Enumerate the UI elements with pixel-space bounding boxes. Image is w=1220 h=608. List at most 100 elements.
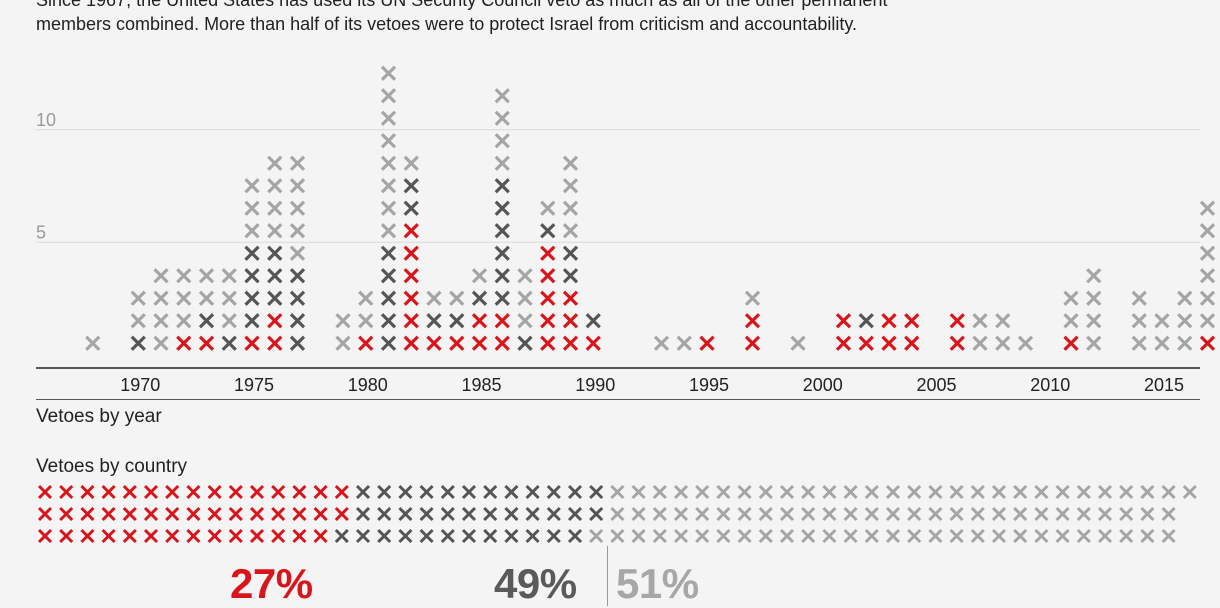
x-tick-label: 2010 bbox=[1030, 375, 1070, 395]
veto-mark-1983-israel bbox=[426, 335, 442, 351]
country-veto-mark-2 bbox=[885, 484, 901, 500]
country-veto-mark-2 bbox=[631, 528, 646, 544]
veto-mark-1976-others bbox=[267, 223, 283, 239]
veto-mark-1981-others bbox=[380, 178, 397, 194]
country-veto-mark-0 bbox=[122, 484, 137, 500]
country-veto-mark-2 bbox=[885, 528, 901, 544]
veto-mark-1976-others bbox=[267, 155, 283, 171]
country-veto-mark-2 bbox=[673, 484, 689, 500]
country-veto-mark-2 bbox=[928, 528, 943, 544]
country-veto-mark-1 bbox=[504, 528, 519, 544]
veto-mark-1987-others bbox=[517, 268, 533, 284]
country-veto-mark-2 bbox=[991, 506, 1007, 522]
veto-mark-2016-others bbox=[1177, 313, 1193, 329]
veto-mark-1981-us_other bbox=[380, 245, 397, 261]
country-veto-mark-0 bbox=[249, 528, 265, 544]
veto-mark-1981-others bbox=[380, 200, 397, 216]
veto-mark-1976-israel bbox=[267, 313, 283, 329]
country-veto-mark-2 bbox=[1013, 506, 1028, 522]
country-veto-mark-1 bbox=[377, 506, 392, 522]
veto-mark-1986-others bbox=[494, 88, 510, 104]
veto-mark-2008-others bbox=[995, 335, 1011, 351]
country-veto-mark-0 bbox=[37, 484, 53, 500]
country-veto-mark-0 bbox=[292, 506, 307, 522]
veto-mark-1970-us_other bbox=[130, 335, 146, 351]
veto-mark-1983-us_other bbox=[426, 313, 442, 329]
country-veto-mark-0 bbox=[59, 484, 74, 500]
veto-mark-1989-us_other bbox=[562, 268, 579, 284]
veto-mark-1990-us_other bbox=[585, 313, 601, 329]
country-veto-mark-0 bbox=[186, 528, 201, 544]
veto-mark-1973-israel bbox=[198, 335, 215, 351]
veto-mark-2009-others bbox=[1017, 335, 1034, 351]
country-veto-mark-0 bbox=[313, 528, 328, 544]
veto-mark-2017-others bbox=[1199, 245, 1216, 261]
country-veto-mark-0 bbox=[59, 506, 74, 522]
country-veto-mark-1 bbox=[398, 484, 413, 500]
veto-mark-1977-us_other bbox=[289, 290, 306, 306]
country-veto-mark-2 bbox=[949, 484, 964, 500]
country-veto-mark-2 bbox=[801, 506, 816, 522]
vetoes-by-country-chart bbox=[37, 484, 1197, 544]
x-tick-label: 1990 bbox=[575, 375, 615, 395]
veto-mark-2007-others bbox=[972, 335, 988, 351]
veto-mark-1977-us_other bbox=[289, 335, 306, 351]
veto-mark-1970-others bbox=[130, 290, 146, 306]
country-veto-mark-0 bbox=[143, 506, 159, 522]
veto-mark-1988-israel bbox=[540, 268, 556, 284]
veto-mark-1982-us_other bbox=[403, 200, 419, 216]
country-veto-mark-2 bbox=[1055, 506, 1070, 522]
veto-mark-2017-israel bbox=[1199, 335, 1216, 351]
x-tick-label: 1995 bbox=[689, 375, 729, 395]
veto-mark-2012-others bbox=[1086, 268, 1102, 284]
veto-mark-1999-others bbox=[790, 335, 806, 351]
veto-mark-1981-others bbox=[380, 88, 397, 104]
country-veto-mark-2 bbox=[652, 484, 667, 500]
vetoes-by-country-label: Vetoes by country bbox=[36, 456, 188, 477]
country-veto-mark-0 bbox=[165, 484, 180, 500]
country-veto-mark-2 bbox=[843, 506, 858, 522]
x-tick-label: 1975 bbox=[234, 375, 274, 395]
veto-mark-1977-us_other bbox=[289, 313, 306, 329]
veto-mark-1982-us_other bbox=[403, 178, 419, 194]
country-veto-mark-1 bbox=[461, 528, 477, 544]
veto-mark-2006-israel bbox=[949, 313, 965, 329]
country-veto-mark-2 bbox=[928, 506, 943, 522]
country-veto-mark-2 bbox=[1140, 506, 1155, 522]
country-veto-mark-2 bbox=[652, 506, 667, 522]
intro-line-1: Since 1967, the United States has used i… bbox=[36, 0, 888, 10]
veto-mark-2016-others bbox=[1177, 335, 1193, 351]
veto-mark-1986-others bbox=[494, 133, 510, 149]
veto-mark-1985-israel bbox=[471, 313, 488, 329]
veto-mark-2017-others bbox=[1199, 200, 1216, 216]
veto-mark-1989-others bbox=[562, 155, 579, 171]
country-veto-mark-0 bbox=[122, 506, 137, 522]
veto-mark-1971-others bbox=[153, 268, 169, 284]
country-veto-mark-2 bbox=[779, 506, 795, 522]
veto-mark-1985-us_other bbox=[471, 290, 488, 306]
veto-mark-1977-others bbox=[289, 200, 306, 216]
veto-mark-1973-others bbox=[198, 268, 215, 284]
country-veto-mark-2 bbox=[716, 528, 731, 544]
country-veto-mark-1 bbox=[483, 506, 498, 522]
country-veto-mark-1 bbox=[377, 528, 392, 544]
veto-mark-1985-israel bbox=[471, 335, 488, 351]
others-share-percent: 51% bbox=[616, 560, 699, 607]
veto-mark-2002-us_other bbox=[858, 313, 874, 329]
veto-mark-1980-israel bbox=[358, 335, 374, 351]
x-tick-label: 2005 bbox=[916, 375, 956, 395]
veto-mark-1986-us_other bbox=[494, 268, 510, 284]
veto-mark-2001-israel bbox=[835, 313, 852, 329]
veto-mark-1982-israel bbox=[403, 335, 419, 351]
country-veto-mark-1 bbox=[525, 506, 540, 522]
veto-mark-1981-us_other bbox=[380, 335, 397, 351]
veto-mark-1984-others bbox=[449, 290, 465, 306]
x-tick-label: 2000 bbox=[803, 375, 843, 395]
vetoes-by-year-chart: 5 10 1970 1975 1980 1985 1990 1995 2000 2005 2010 2… bbox=[36, 65, 1216, 400]
veto-mark-1974-others bbox=[221, 313, 237, 329]
country-veto-mark-0 bbox=[313, 484, 328, 500]
veto-mark-2015-others bbox=[1154, 313, 1170, 329]
country-veto-mark-0 bbox=[165, 506, 180, 522]
country-veto-mark-2 bbox=[1140, 528, 1155, 544]
veto-mark-1989-israel bbox=[562, 290, 579, 306]
